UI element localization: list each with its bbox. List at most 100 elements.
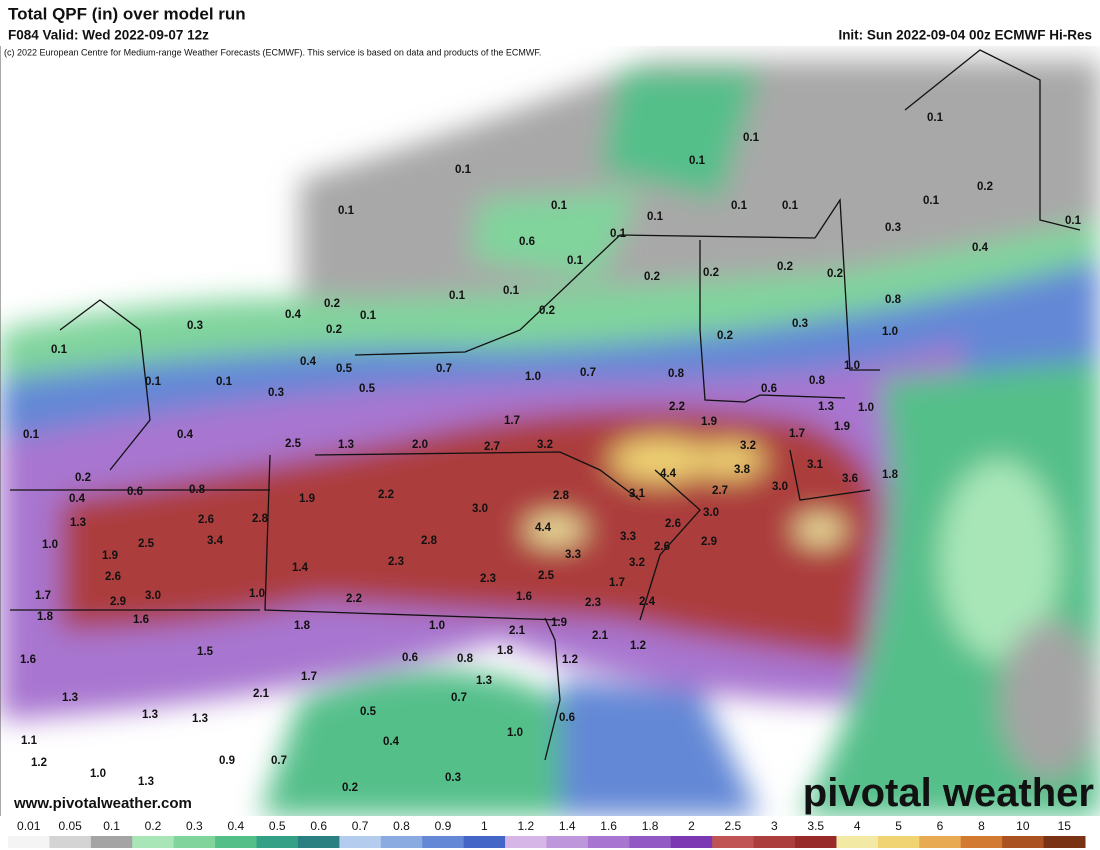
point-label: 2.6 — [665, 518, 681, 530]
point-label: 3.0 — [703, 507, 719, 519]
point-label: 2.7 — [484, 441, 500, 453]
colorbar-label: 15 — [1058, 819, 1072, 833]
colorbar-label: 0.1 — [103, 819, 120, 833]
point-label: 0.4 — [177, 429, 194, 441]
precip-field — [0, 46, 1100, 816]
init-time: Init: Sun 2022-09-04 00z ECMWF Hi-Res — [838, 28, 1092, 43]
point-label: 0.9 — [219, 755, 235, 767]
point-label: 0.2 — [827, 268, 843, 280]
point-label: 3.0 — [145, 590, 161, 602]
point-label: 0.3 — [885, 222, 901, 234]
colorbar-swatch — [629, 836, 672, 848]
header-bg — [0, 0, 1100, 46]
point-label: 1.9 — [102, 550, 118, 562]
point-label: 0.4 — [69, 493, 86, 505]
point-label: 3.4 — [207, 535, 224, 547]
point-label: 2.1 — [592, 630, 609, 642]
point-label: 0.6 — [761, 383, 777, 395]
point-label: 1.2 — [562, 654, 578, 666]
point-label: 0.3 — [187, 320, 203, 332]
point-label: 0.1 — [731, 200, 748, 212]
point-label: 0.2 — [644, 271, 660, 283]
point-label: 1.6 — [133, 614, 149, 626]
colorbar-swatch — [173, 836, 216, 848]
point-label: 1.8 — [882, 469, 899, 481]
point-label: 3.2 — [537, 439, 553, 451]
point-label: 2.5 — [138, 538, 155, 550]
colorbar-label: 0.8 — [393, 819, 410, 833]
point-label: 0.2 — [326, 324, 342, 336]
point-label: 3.2 — [740, 440, 756, 452]
point-label: 0.2 — [324, 298, 340, 310]
point-label: 1.7 — [789, 428, 805, 440]
point-label: 1.7 — [301, 671, 317, 683]
colorbar-swatch — [753, 836, 796, 848]
point-label: 1.0 — [507, 727, 523, 739]
point-label: 1.3 — [142, 709, 158, 721]
point-label: 0.1 — [455, 164, 472, 176]
colorbar-label: 1.8 — [642, 819, 659, 833]
colorbar-label: 0.7 — [352, 819, 369, 833]
point-label: 2.3 — [388, 556, 404, 568]
point-label: 2.2 — [346, 593, 362, 605]
point-label: 0.3 — [792, 318, 808, 330]
point-label: 0.1 — [338, 205, 355, 217]
point-label: 3.1 — [807, 459, 824, 471]
point-label: 2.0 — [412, 439, 428, 451]
colorbar-label: 6 — [937, 819, 944, 833]
point-label: 0.2 — [539, 305, 555, 317]
point-label: 1.7 — [609, 577, 625, 589]
point-label: 0.1 — [551, 200, 568, 212]
point-label: 0.1 — [1065, 215, 1082, 227]
point-label: 2.7 — [712, 485, 728, 497]
point-label: 0.7 — [271, 755, 287, 767]
point-label: 1.3 — [192, 713, 208, 725]
point-label: 0.1 — [567, 255, 584, 267]
point-label: 1.0 — [429, 620, 445, 632]
point-label: 0.5 — [336, 363, 353, 375]
point-label: 2.5 — [538, 570, 555, 582]
point-label: 0.4 — [972, 242, 989, 254]
point-label: 0.1 — [923, 195, 940, 207]
colorbar-label: 0.2 — [145, 819, 162, 833]
colorbar-swatch — [877, 836, 920, 848]
point-label: 1.0 — [42, 539, 58, 551]
point-label: 0.6 — [559, 712, 575, 724]
point-label: 0.2 — [717, 330, 733, 342]
point-label: 0.6 — [519, 236, 535, 248]
point-label: 0.3 — [445, 772, 461, 784]
copyright: (c) 2022 European Centre for Medium-rang… — [4, 47, 541, 57]
point-label: 0.1 — [610, 228, 627, 240]
colorbar-swatch — [132, 836, 175, 848]
colorbar-label: 1.4 — [559, 819, 576, 833]
colorbar-swatch — [1002, 836, 1045, 848]
colorbar-label: 8 — [978, 819, 985, 833]
point-label: 3.1 — [629, 488, 646, 500]
point-label: 1.3 — [62, 692, 78, 704]
point-label: 1.8 — [37, 611, 54, 623]
point-label: 0.1 — [145, 376, 162, 388]
point-label: 0.6 — [402, 652, 418, 664]
point-label: 2.8 — [553, 490, 570, 502]
watermark-url: www.pivotalweather.com — [13, 795, 192, 812]
point-label: 1.6 — [20, 654, 36, 666]
point-label: 2.5 — [285, 438, 302, 450]
point-label: 0.1 — [782, 200, 799, 212]
point-label: 0.2 — [75, 472, 91, 484]
point-label: 0.2 — [977, 181, 993, 193]
colorbar-swatch — [339, 836, 382, 848]
colorbar-swatch — [836, 836, 879, 848]
point-label: 2.1 — [253, 688, 270, 700]
point-label: 0.1 — [503, 285, 520, 297]
colorbar-swatch — [215, 836, 258, 848]
point-label: 0.1 — [647, 211, 664, 223]
point-label: 0.7 — [451, 692, 467, 704]
point-label: 1.8 — [497, 645, 514, 657]
colorbar-swatch — [463, 836, 506, 848]
point-label: 0.1 — [927, 112, 944, 124]
point-label: 0.4 — [285, 309, 302, 321]
point-label: 2.9 — [701, 536, 717, 548]
point-label: 1.9 — [299, 493, 315, 505]
point-label: 1.8 — [294, 620, 311, 632]
colorbar-swatch — [670, 836, 713, 848]
